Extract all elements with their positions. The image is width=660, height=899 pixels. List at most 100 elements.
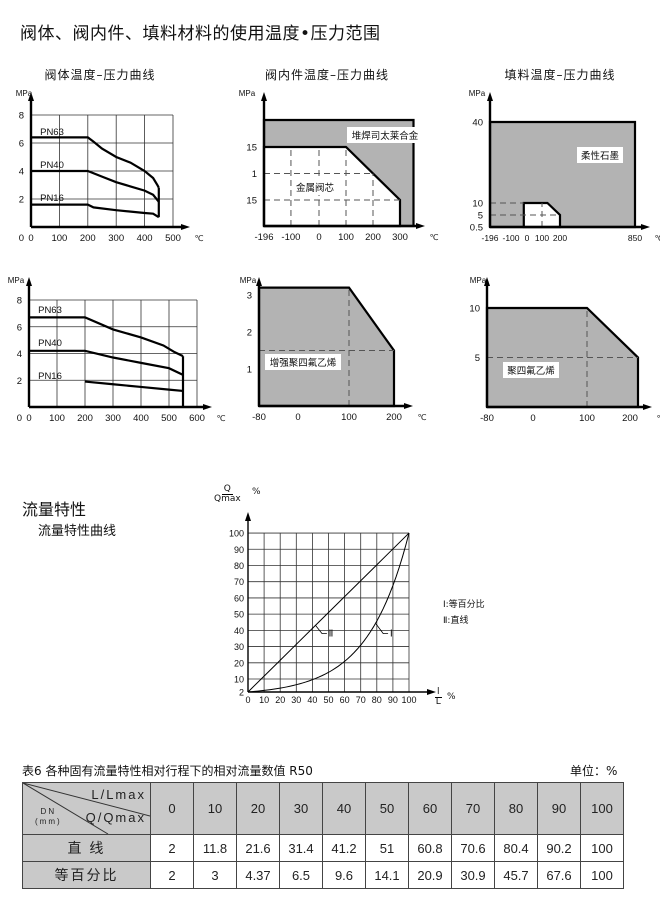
header-l-lmax: L/Lmax	[91, 787, 146, 802]
x-tick-label: 200	[553, 233, 567, 243]
y-axis-arrow-icon	[26, 277, 32, 286]
x-tick-label: -196	[481, 233, 498, 243]
y-tick-label: 80	[234, 561, 244, 571]
x-tick-label: 200	[365, 232, 381, 243]
table-cell: 51	[365, 834, 409, 862]
y-tick-label: 0.5	[470, 223, 483, 234]
table-unit: 单位：%	[570, 764, 618, 778]
x-label-num: l	[435, 687, 442, 698]
header-dn: DN (mm)	[35, 807, 62, 827]
label-leader-line	[375, 623, 389, 635]
series-line-pn16	[84, 380, 184, 393]
region-label: 聚四氟乙烯	[507, 365, 555, 377]
flow-curve-linear	[247, 532, 410, 693]
y-unit-label: MPa	[16, 89, 33, 98]
column-header: 90	[537, 782, 581, 835]
x-tick-label: 0	[295, 412, 300, 423]
series-label-pn40: PN40	[38, 338, 62, 349]
legend-equal-percentage: Ⅰ:等百分比	[443, 600, 485, 610]
x-tick-label: 0	[316, 232, 321, 243]
x-tick-label: 0	[26, 413, 31, 424]
x-tick-label: 100	[535, 233, 549, 243]
series-line-pn63	[31, 136, 160, 189]
x-tick-label: -80	[252, 412, 266, 423]
x-tick-label: -100	[502, 233, 519, 243]
table-cell: 9.6	[322, 861, 366, 889]
y-tick-label: 6	[17, 322, 22, 333]
x-tick-label: 400	[133, 413, 149, 424]
x-tick-label: 200	[622, 413, 638, 424]
table-cell: 80.4	[494, 834, 538, 862]
y-tick-label: 10	[472, 199, 483, 210]
table-cell: 11.8	[193, 834, 237, 862]
table-cell: 2	[150, 834, 194, 862]
series-label-pn63: PN63	[40, 127, 64, 138]
x-tick-label: 20	[275, 695, 285, 705]
column-header: 50	[365, 782, 409, 835]
y-tick-label: 0	[17, 413, 22, 424]
diagonal-lines	[23, 783, 150, 834]
series-line-pn40	[29, 349, 184, 376]
flow-y-axis-label: Q Qmax	[214, 484, 241, 504]
column-header: 0	[150, 782, 194, 835]
y-label-den: Qmax	[214, 494, 241, 504]
column-header: 100	[580, 782, 624, 835]
y-tick-label: 10	[469, 304, 480, 315]
row-label: 等百分比	[22, 861, 151, 889]
table-cell: 4.37	[236, 861, 280, 889]
y-unit-label: MPa	[240, 276, 257, 285]
region-label-box	[503, 362, 559, 378]
column-header: 60	[408, 782, 452, 835]
y-unit-label: MPa	[470, 276, 487, 285]
curve-label-equal-percentage: Ⅰ	[390, 629, 393, 640]
y-tick-label: 4	[19, 167, 24, 178]
region-label-box	[347, 127, 423, 143]
chart-title-body: 阀体温度–压力曲线	[44, 68, 156, 82]
table-cell: 2	[150, 861, 194, 889]
x-tick-label: -100	[281, 232, 300, 243]
x-tick-label: 50	[323, 695, 333, 705]
flow-x-axis-label: l L	[435, 687, 442, 707]
x-tick-label: 200	[80, 233, 96, 244]
table-caption: 表6 各种固有流量特性相对行程下的相对流量数值 R50	[22, 764, 313, 778]
x-unit-label: ℃	[655, 234, 660, 243]
region-outer	[488, 120, 637, 229]
column-header: 20	[236, 782, 280, 835]
region-label: 增强聚四氟乙烯	[270, 357, 337, 369]
row-label: 直 线	[22, 834, 151, 862]
region-label: 金属阀芯	[296, 182, 335, 194]
series-label-pn16: PN16	[38, 371, 62, 382]
x-tick-label: -196	[254, 232, 273, 243]
y-tick-label: 5	[475, 353, 480, 364]
series-label-pn16: PN16	[40, 193, 64, 204]
y-tick-label: 2	[17, 376, 22, 387]
y-axis-arrow-icon	[484, 277, 490, 286]
header-q-qmax: Q/Qmax	[85, 810, 146, 825]
x-tick-label: 90	[388, 695, 398, 705]
x-tick-label: 100	[338, 232, 354, 243]
legend-linear: Ⅱ:直线	[443, 616, 469, 626]
x-tick-label: 200	[77, 413, 93, 424]
y-tick-label: 10	[234, 675, 244, 685]
y-axis-arrow-icon	[487, 92, 493, 101]
x-unit-label: ℃	[430, 233, 439, 242]
y-tick-label: 70	[234, 577, 244, 587]
y-tick-label: 100	[229, 529, 244, 539]
column-header: 10	[193, 782, 237, 835]
x-tick-label: 10	[259, 695, 269, 705]
x-tick-label: 500	[161, 413, 177, 424]
table-cell: 70.6	[451, 834, 495, 862]
y-tick-label: 40	[472, 118, 483, 129]
flow-curve-equal-percentage	[247, 532, 410, 693]
x-axis-arrow-icon	[203, 404, 212, 410]
table-cell: 41.2	[322, 834, 366, 862]
x-tick-label: 300	[108, 233, 124, 244]
x-unit-label: ℃	[217, 414, 226, 423]
x-axis-arrow-icon	[641, 224, 650, 230]
y-tick-label: 2	[19, 195, 24, 206]
x-unit-label: ℃	[418, 413, 427, 422]
table-cell: 21.6	[236, 834, 280, 862]
y-unit-label: MPa	[239, 89, 256, 98]
series-line-pn63	[29, 316, 184, 358]
curve-label-linear: Ⅱ	[328, 629, 333, 640]
